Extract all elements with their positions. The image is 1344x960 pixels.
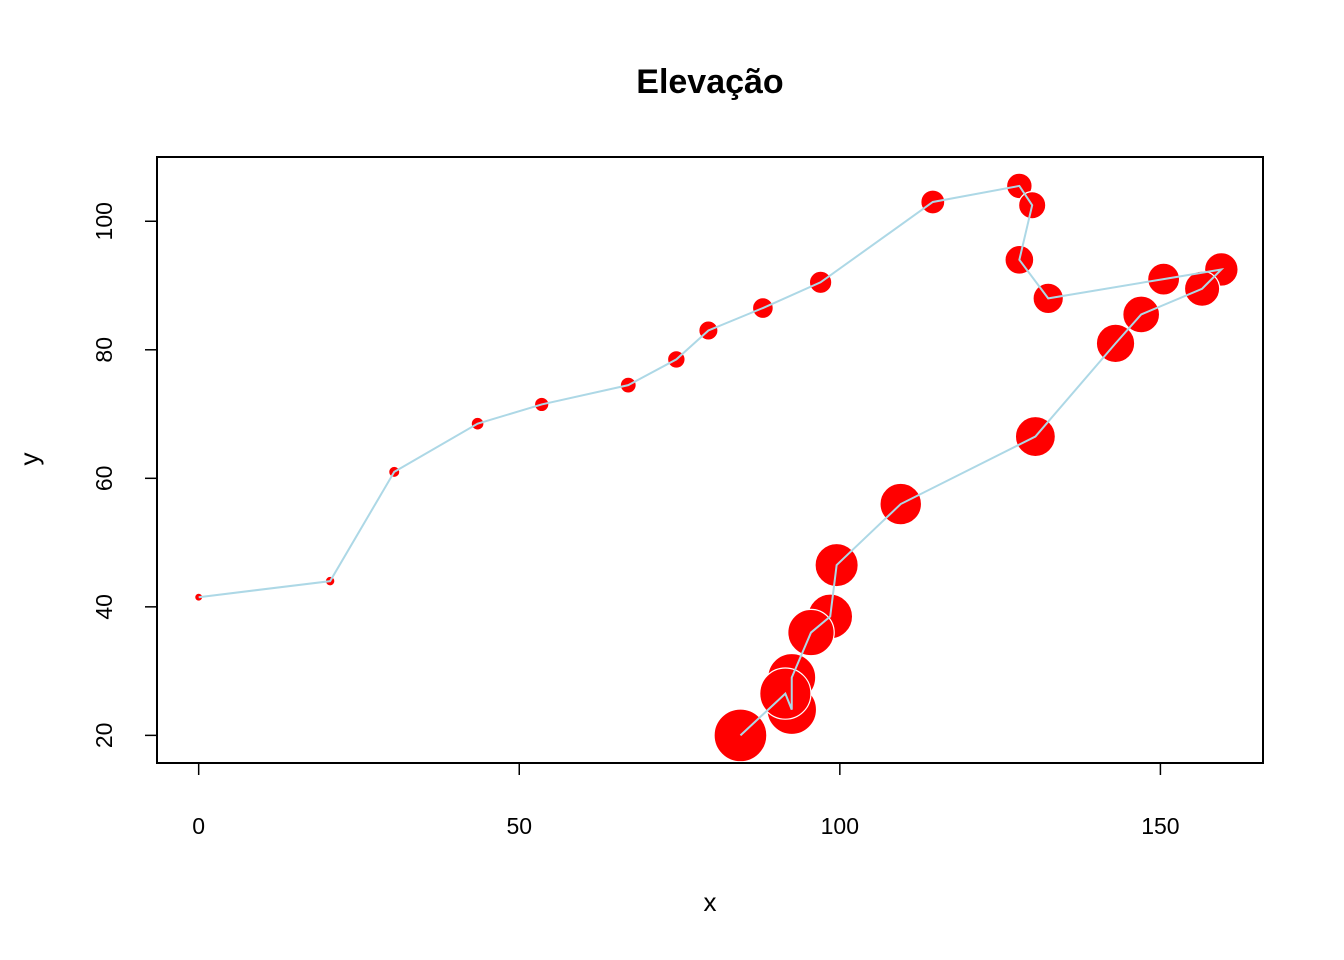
x-tick-label: 0 xyxy=(192,813,205,839)
y-tick-label: 80 xyxy=(91,337,117,363)
y-axis-title: y xyxy=(14,453,44,466)
chart-title: Elevação xyxy=(636,63,783,101)
plot-marks xyxy=(194,172,1239,763)
y-axis: 20 40 60 80 100 xyxy=(91,202,157,748)
x-axis: 0 50 100 150 xyxy=(192,763,1180,839)
x-tick-label: 50 xyxy=(506,813,532,839)
x-tick-label: 150 xyxy=(1141,813,1179,839)
y-tick-label: 40 xyxy=(91,594,117,620)
x-axis-title: x xyxy=(704,887,717,917)
y-tick-label: 20 xyxy=(91,723,117,749)
y-tick-label: 60 xyxy=(91,466,117,492)
plot-frame xyxy=(156,156,1264,764)
x-tick-label: 100 xyxy=(821,813,859,839)
series-line xyxy=(198,184,1225,737)
y-tick-label: 100 xyxy=(91,202,117,240)
